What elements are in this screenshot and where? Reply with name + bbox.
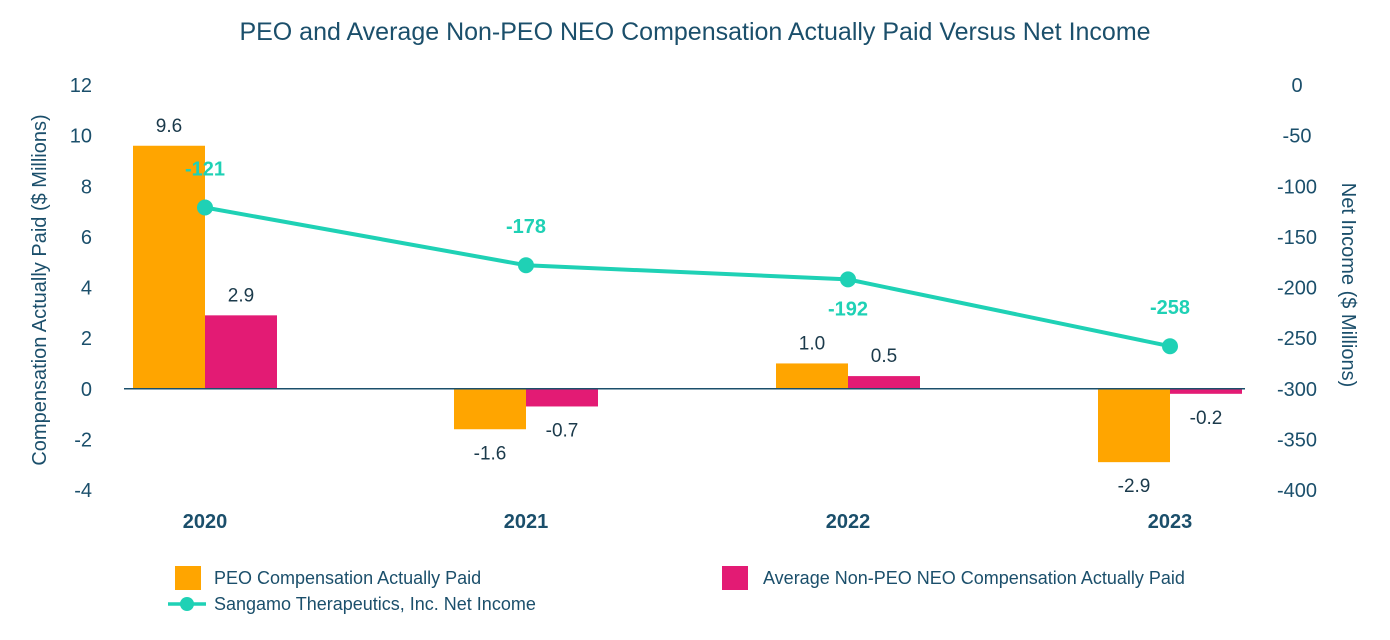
y2-axis-label: Net Income ($ Millions): [1337, 183, 1359, 388]
bar-label-peo-2023: -2.9: [1118, 476, 1151, 497]
net-income-line: [204, 205, 1171, 349]
legend-swatch-peo: [175, 566, 201, 590]
bar-non-peo-2020: [205, 315, 277, 389]
legend-label-peo: PEO Compensation Actually Paid: [214, 568, 481, 588]
right-tick-3: -150: [1277, 227, 1317, 249]
right-tick-labels: 0 -50 -100 -150 -200 -250 -300 -350 -400: [1277, 75, 1317, 502]
net-income-point-2022: [840, 271, 856, 288]
net-income-point-2020: [197, 199, 213, 216]
left-tick-0: 12: [70, 75, 92, 97]
net-income-label-2021: -178: [506, 216, 546, 238]
left-tick-1: 10: [70, 126, 92, 148]
left-tick-5: 2: [81, 328, 92, 350]
bar-label-peo-2021: -1.6: [474, 443, 507, 464]
chart-title: PEO and Average Non-PEO NEO Compensation…: [239, 18, 1150, 46]
bar-peo-2022: [776, 363, 848, 389]
left-tick-labels: 12 10 8 6 4 2 0 -2 -4: [70, 75, 92, 502]
left-tick-3: 6: [81, 227, 92, 249]
category-label-2020: 2020: [183, 511, 228, 533]
left-tick-7: -2: [74, 429, 92, 451]
bar-non-peo-2021: [526, 388, 598, 407]
right-tick-4: -200: [1277, 278, 1317, 300]
right-tick-8: -400: [1277, 480, 1317, 502]
category-labels: 2020 2021 2022 2023: [183, 511, 1193, 533]
net-income-label-2020: -121: [185, 159, 225, 181]
legend-label-non-peo: Average Non-PEO NEO Compensation Actuall…: [763, 568, 1185, 588]
category-label-2021: 2021: [504, 511, 549, 533]
right-tick-0: 0: [1291, 75, 1302, 97]
bar-peo-2023: [1098, 388, 1170, 463]
right-tick-7: -350: [1277, 429, 1317, 451]
y-axis-label: Compensation Actually Paid ($ Millions): [29, 114, 51, 465]
category-label-2023: 2023: [1148, 511, 1193, 533]
bar-non-peo-2023: [1170, 388, 1242, 394]
net-income-point-2021: [518, 257, 534, 274]
bar-group: 9.6 -1.6 1.0 -2.9 2.9 -0.7 0.5 -0.2: [133, 116, 1242, 497]
bar-label-peo-2020: 9.6: [156, 116, 182, 137]
right-tick-5: -250: [1277, 328, 1317, 350]
left-tick-2: 8: [81, 176, 92, 198]
bar-label-non-peo-2021: -0.7: [546, 420, 579, 441]
bar-label-non-peo-2023: -0.2: [1190, 408, 1223, 429]
bar-peo-2020: [133, 145, 205, 389]
legend-swatch-non-peo: [722, 566, 748, 590]
bar-label-peo-2022: 1.0: [799, 333, 825, 354]
right-tick-6: -300: [1277, 379, 1317, 401]
net-income-label-2023: -258: [1150, 297, 1190, 319]
legend-label-net-income: Sangamo Therapeutics, Inc. Net Income: [214, 594, 536, 614]
right-tick-1: -50: [1283, 126, 1312, 148]
net-income-point-2023: [1162, 338, 1178, 355]
left-tick-4: 4: [81, 278, 92, 300]
category-label-2022: 2022: [826, 511, 871, 533]
left-tick-8: -4: [74, 480, 92, 502]
right-tick-2: -100: [1277, 176, 1317, 198]
bar-label-non-peo-2020: 2.9: [228, 285, 254, 306]
legend-marker-net-income: [180, 597, 194, 611]
bar-label-non-peo-2022: 0.5: [871, 346, 897, 367]
legend: PEO Compensation Actually Paid Average N…: [168, 566, 1185, 614]
left-tick-6: 0: [81, 379, 92, 401]
bar-non-peo-2022: [848, 376, 920, 389]
line-series-group: -121 -178 -192 -258: [185, 159, 1190, 355]
net-income-label-2022: -192: [828, 298, 868, 320]
bar-peo-2021: [454, 388, 526, 430]
